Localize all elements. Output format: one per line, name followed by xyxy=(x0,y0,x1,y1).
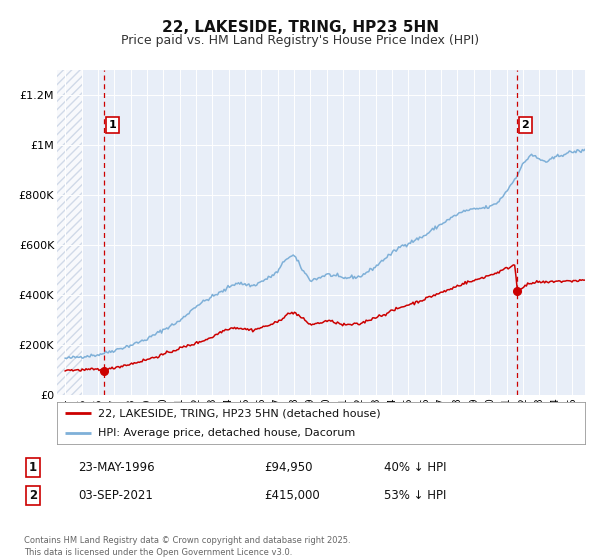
Text: HPI: Average price, detached house, Dacorum: HPI: Average price, detached house, Daco… xyxy=(98,428,355,438)
Text: 23-MAY-1996: 23-MAY-1996 xyxy=(78,461,155,474)
Text: 22, LAKESIDE, TRING, HP23 5HN (detached house): 22, LAKESIDE, TRING, HP23 5HN (detached … xyxy=(98,408,381,418)
Text: 03-SEP-2021: 03-SEP-2021 xyxy=(78,489,153,502)
Text: 1: 1 xyxy=(109,120,116,130)
Text: 2: 2 xyxy=(29,489,37,502)
Text: 1: 1 xyxy=(29,461,37,474)
Text: 53% ↓ HPI: 53% ↓ HPI xyxy=(384,489,446,502)
Text: 40% ↓ HPI: 40% ↓ HPI xyxy=(384,461,446,474)
Text: Contains HM Land Registry data © Crown copyright and database right 2025.
This d: Contains HM Land Registry data © Crown c… xyxy=(24,536,350,557)
Text: Price paid vs. HM Land Registry's House Price Index (HPI): Price paid vs. HM Land Registry's House … xyxy=(121,34,479,46)
Text: 2: 2 xyxy=(521,120,529,130)
Text: £415,000: £415,000 xyxy=(264,489,320,502)
Text: 22, LAKESIDE, TRING, HP23 5HN: 22, LAKESIDE, TRING, HP23 5HN xyxy=(161,20,439,35)
Text: £94,950: £94,950 xyxy=(264,461,313,474)
